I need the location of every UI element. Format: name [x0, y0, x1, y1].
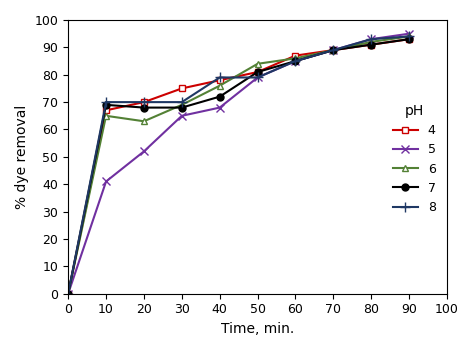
6 — [217, 84, 223, 88]
Line: 5: 5 — [64, 29, 413, 298]
7 — [406, 37, 412, 41]
8 — [217, 75, 223, 80]
6 — [255, 62, 260, 66]
5 — [103, 179, 109, 184]
4 — [217, 78, 223, 82]
7 — [255, 70, 260, 74]
4 — [65, 292, 71, 296]
7 — [65, 292, 71, 296]
8 — [103, 100, 109, 104]
5 — [65, 292, 71, 296]
7 — [330, 48, 336, 52]
6 — [330, 48, 336, 52]
7 — [292, 59, 298, 63]
Legend: 4, 5, 6, 7, 8: 4, 5, 6, 7, 8 — [388, 99, 441, 219]
4 — [368, 42, 374, 47]
7 — [103, 103, 109, 107]
6 — [103, 114, 109, 118]
4 — [406, 37, 412, 41]
6 — [141, 119, 147, 124]
8 — [141, 100, 147, 104]
5 — [141, 149, 147, 153]
4 — [141, 100, 147, 104]
5 — [330, 48, 336, 52]
Line: 6: 6 — [64, 33, 413, 297]
5 — [406, 32, 412, 36]
5 — [255, 75, 260, 80]
Y-axis label: % dye removal: % dye removal — [15, 105, 29, 209]
8 — [179, 100, 185, 104]
4 — [179, 86, 185, 91]
6 — [406, 34, 412, 39]
7 — [217, 94, 223, 99]
5 — [368, 37, 374, 41]
7 — [179, 106, 185, 110]
6 — [292, 56, 298, 60]
7 — [141, 106, 147, 110]
Line: 7: 7 — [64, 36, 413, 297]
8 — [330, 48, 336, 52]
4 — [255, 70, 260, 74]
Line: 8: 8 — [64, 32, 414, 299]
8 — [368, 37, 374, 41]
5 — [179, 114, 185, 118]
7 — [368, 42, 374, 47]
6 — [179, 103, 185, 107]
8 — [292, 59, 298, 63]
Line: 4: 4 — [65, 36, 412, 297]
4 — [103, 108, 109, 112]
8 — [406, 34, 412, 39]
5 — [217, 106, 223, 110]
6 — [368, 40, 374, 44]
5 — [292, 59, 298, 63]
8 — [65, 292, 71, 296]
4 — [292, 53, 298, 58]
6 — [65, 292, 71, 296]
4 — [330, 48, 336, 52]
8 — [255, 75, 260, 80]
X-axis label: Time, min.: Time, min. — [221, 322, 294, 336]
